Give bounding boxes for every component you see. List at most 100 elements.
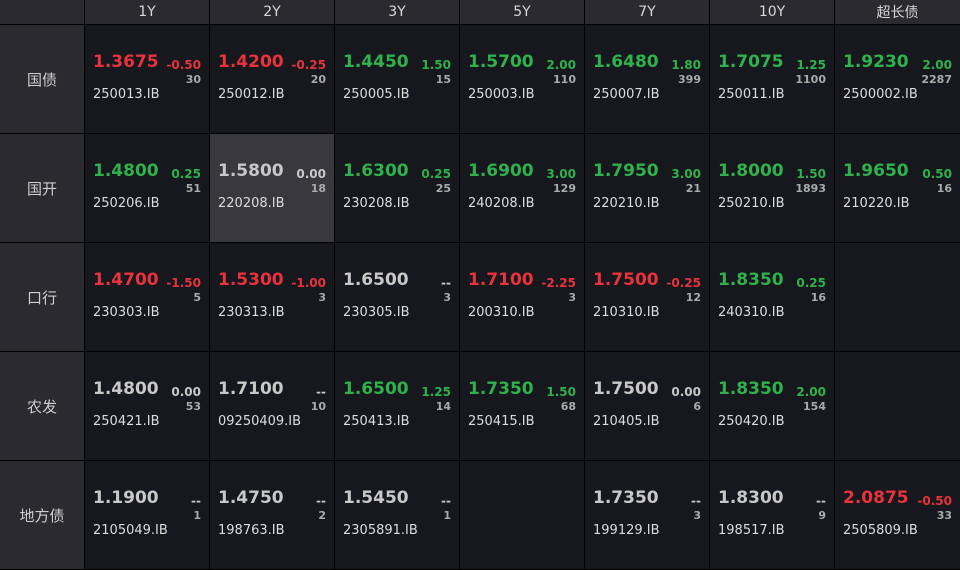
quote-cell[interactable]: 1.8350 0.25 16 240310.IB (710, 243, 834, 351)
trade-volume: 2287 (921, 73, 952, 86)
trade-volume: 51 (185, 182, 201, 195)
yield-change: -- (816, 494, 826, 508)
quote-cell[interactable]: 1.9650 0.50 16 210220.IB (835, 134, 960, 242)
quote-cell[interactable]: 1.5700 2.00 110 250003.IB (460, 25, 584, 133)
column-header-2[interactable]: 3Y (335, 0, 459, 24)
trade-volume: 33 (936, 509, 952, 522)
quote-cell[interactable]: 1.3675 -0.50 30 250013.IB (85, 25, 209, 133)
bond-code: 198763.IB (218, 523, 285, 538)
column-header-5[interactable]: 10Y (710, 0, 834, 24)
row-label: 地方债 (0, 461, 84, 569)
quote-cell[interactable]: 1.6900 3.00 129 240208.IB (460, 134, 584, 242)
quote-cell[interactable]: 1.7100 -- 10 09250409.IB (210, 352, 334, 460)
bond-code: 199129.IB (593, 523, 660, 538)
column-header-0[interactable]: 1Y (85, 0, 209, 24)
trade-volume: 16 (810, 291, 826, 304)
trade-volume: 129 (553, 182, 576, 195)
quote-cell[interactable]: 1.6500 -- 3 230305.IB (335, 243, 459, 351)
quote-cell[interactable]: 1.8000 1.50 1893 250210.IB (710, 134, 834, 242)
column-header-6[interactable]: 超长债 (835, 0, 960, 24)
quote-cell[interactable]: 1.4750 -- 2 198763.IB (210, 461, 334, 569)
yield-change: -- (191, 494, 201, 508)
trade-volume: 110 (553, 73, 576, 86)
yield-change: 0.00 (671, 385, 701, 399)
yield-change: -0.50 (917, 494, 952, 508)
quote-cell[interactable]: 2.0875 -0.50 33 2505809.IB (835, 461, 960, 569)
bond-code: 240208.IB (468, 196, 535, 211)
quote-cell[interactable]: 1.6300 0.25 25 230208.IB (335, 134, 459, 242)
quote-cell[interactable]: 1.4200 -0.25 20 250012.IB (210, 25, 334, 133)
yield-price: 1.9230 (843, 52, 909, 72)
yield-change: 0.25 (421, 167, 451, 181)
quote-cell[interactable]: 1.6480 1.80 399 250007.IB (585, 25, 709, 133)
quote-cell[interactable]: 1.9230 2.00 2287 2500002.IB (835, 25, 960, 133)
bond-code: 230305.IB (343, 305, 410, 320)
row-label: 国开 (0, 134, 84, 242)
bond-code: 250413.IB (343, 414, 410, 429)
bond-code: 2305891.IB (343, 523, 418, 538)
quote-cell[interactable]: 1.4450 1.50 15 250005.IB (335, 25, 459, 133)
quote-cell[interactable]: 1.7075 1.25 1100 250011.IB (710, 25, 834, 133)
yield-price: 1.8000 (718, 161, 784, 181)
yield-change: -- (316, 385, 326, 399)
yield-price: 1.7500 (593, 270, 659, 290)
trade-volume: 1893 (795, 182, 826, 195)
trade-volume: 9 (818, 509, 826, 522)
yield-price: 1.5800 (218, 161, 284, 181)
quote-cell[interactable]: 1.7500 0.00 6 210405.IB (585, 352, 709, 460)
yield-price: 1.4750 (218, 488, 284, 508)
quote-cell[interactable]: 1.5300 -1.00 3 230313.IB (210, 243, 334, 351)
quote-cell[interactable]: 1.7950 3.00 21 220210.IB (585, 134, 709, 242)
empty-cell[interactable] (835, 352, 960, 460)
bond-code: 220208.IB (218, 196, 285, 211)
yield-change: 1.50 (796, 167, 826, 181)
yield-change: -1.00 (291, 276, 326, 290)
bond-code: 250421.IB (93, 414, 160, 429)
bond-code: 250415.IB (468, 414, 535, 429)
quote-cell[interactable]: 1.4800 0.00 53 250421.IB (85, 352, 209, 460)
trade-volume: 1100 (795, 73, 826, 86)
yield-price: 1.4800 (93, 379, 159, 399)
yield-change: -- (316, 494, 326, 508)
yield-price: 1.6480 (593, 52, 659, 72)
row-label: 国债 (0, 25, 84, 133)
bond-code: 2105049.IB (93, 523, 168, 538)
column-header-1[interactable]: 2Y (210, 0, 334, 24)
yield-change: 3.00 (671, 167, 701, 181)
empty-cell[interactable] (835, 243, 960, 351)
corner-header (0, 0, 84, 24)
row-label: 口行 (0, 243, 84, 351)
yield-change: 0.00 (171, 385, 201, 399)
bond-code: 250003.IB (468, 87, 535, 102)
trade-volume: 1 (193, 509, 201, 522)
bond-code: 250013.IB (93, 87, 160, 102)
trade-volume: 10 (310, 400, 326, 413)
quote-cell[interactable]: 1.7100 -2.25 3 200310.IB (460, 243, 584, 351)
quote-cell[interactable]: 1.7350 1.50 68 250415.IB (460, 352, 584, 460)
yield-price: 1.1900 (93, 488, 159, 508)
quote-cell[interactable]: 1.7350 -- 3 199129.IB (585, 461, 709, 569)
trade-volume: 18 (310, 182, 326, 195)
yield-change: 3.00 (546, 167, 576, 181)
column-header-4[interactable]: 7Y (585, 0, 709, 24)
quote-cell[interactable]: 1.4800 0.25 51 250206.IB (85, 134, 209, 242)
quote-cell[interactable]: 1.1900 -- 1 2105049.IB (85, 461, 209, 569)
quote-cell[interactable]: 1.7500 -0.25 12 210310.IB (585, 243, 709, 351)
empty-cell[interactable] (460, 461, 584, 569)
yield-price: 1.8350 (718, 379, 784, 399)
yield-price: 1.7500 (593, 379, 659, 399)
quote-cell[interactable]: 1.8350 2.00 154 250420.IB (710, 352, 834, 460)
yield-change: 2.00 (546, 58, 576, 72)
quote-cell[interactable]: 1.5450 -- 1 2305891.IB (335, 461, 459, 569)
quote-cell[interactable]: 1.4700 -1.50 5 230303.IB (85, 243, 209, 351)
bond-code: 250012.IB (218, 87, 285, 102)
trade-volume: 16 (936, 182, 952, 195)
column-header-3[interactable]: 5Y (460, 0, 584, 24)
yield-change: -0.25 (291, 58, 326, 72)
quote-cell[interactable]: 1.6500 1.25 14 250413.IB (335, 352, 459, 460)
quote-cell[interactable]: 1.5800 0.00 18 220208.IB (210, 134, 334, 242)
bond-code: 240310.IB (718, 305, 785, 320)
quote-cell[interactable]: 1.8300 -- 9 198517.IB (710, 461, 834, 569)
yield-price: 1.4800 (93, 161, 159, 181)
trade-volume: 30 (185, 73, 201, 86)
